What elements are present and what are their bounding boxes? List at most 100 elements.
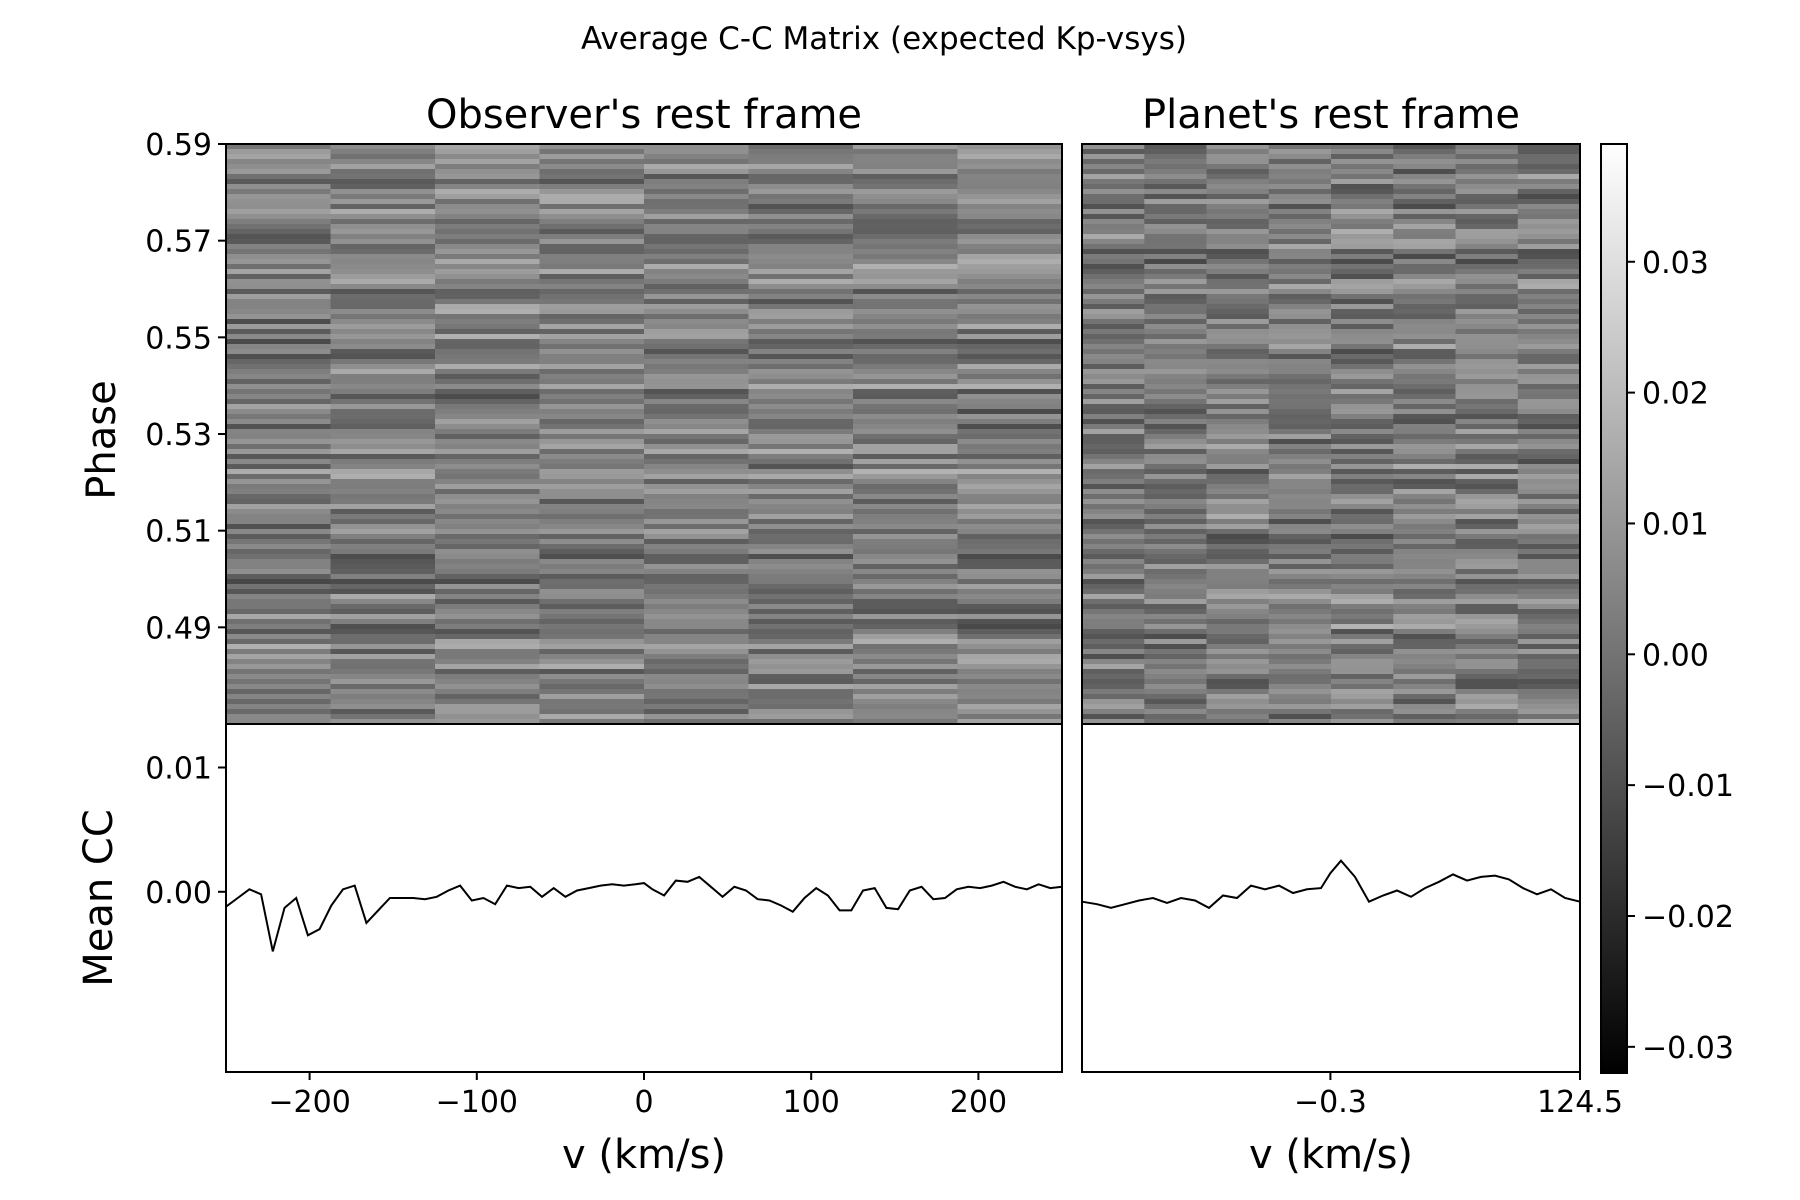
heatmap-cell <box>330 209 436 215</box>
heatmap-cell <box>227 424 332 430</box>
heatmap-cell <box>957 145 1062 150</box>
heatmap-cell <box>1393 674 1457 680</box>
heatmap-cell <box>330 619 436 625</box>
heatmap-cell <box>227 154 332 160</box>
heatmap-cell <box>1144 164 1208 170</box>
heatmap-cell <box>1393 169 1457 175</box>
heatmap-cell <box>853 569 959 575</box>
heatmap-cell <box>853 594 959 600</box>
heatmap-cell <box>853 409 959 415</box>
heatmap-cell <box>1083 389 1145 395</box>
heatmap-cell <box>748 145 854 150</box>
heatmap-cell <box>1083 539 1145 545</box>
heatmap-cell <box>539 554 645 560</box>
heatmap-cell <box>1206 634 1270 640</box>
heatmap-cell <box>1268 329 1332 335</box>
heatmap-cell <box>748 174 854 180</box>
heatmap-cell <box>227 569 332 575</box>
heatmap-cell <box>330 319 436 325</box>
heatmap-cell <box>1331 479 1394 485</box>
heatmap-cell <box>1331 664 1394 670</box>
heatmap-cell <box>748 604 854 610</box>
heatmap-cell <box>1144 674 1208 680</box>
heatmap-cell <box>853 439 959 445</box>
heatmap-cell <box>1206 159 1270 165</box>
heatmap-cell <box>853 509 959 515</box>
heatmap-cell <box>227 309 332 315</box>
heatmap-cell <box>957 709 1062 715</box>
heatmap-cell <box>227 654 332 660</box>
heatmap-cell <box>1206 429 1270 435</box>
heatmap-cell <box>1393 164 1457 170</box>
heatmap-cell <box>748 639 854 645</box>
heatmap-cell <box>1268 399 1332 405</box>
heatmap-cell <box>1206 599 1270 605</box>
heatmap-cell <box>644 414 750 420</box>
heatmap-cell <box>539 564 645 570</box>
heatmap-cell <box>1517 679 1580 685</box>
heatmap-cell <box>1455 704 1519 710</box>
heatmap-cell <box>1393 374 1457 380</box>
heatmap-cell <box>644 674 750 680</box>
heatmap-cell <box>227 354 332 360</box>
heatmap-cell <box>1393 444 1457 450</box>
heatmap-cell <box>539 414 645 420</box>
heatmap-cell <box>853 694 959 700</box>
observer-mean-cc-line <box>225 875 1063 952</box>
heatmap-cell <box>1144 439 1208 445</box>
heatmap-cell <box>227 374 332 380</box>
heatmap-cell <box>1331 714 1394 720</box>
heatmap-cell <box>1517 319 1580 325</box>
heatmap-cell <box>1393 364 1457 370</box>
heatmap-cell <box>1331 274 1394 280</box>
heatmap-cell <box>227 239 332 245</box>
heatmap-cell <box>1393 649 1457 655</box>
heatmap-cell <box>1268 289 1332 295</box>
heatmap-cell <box>330 549 436 555</box>
heatmap-cell <box>1268 279 1332 285</box>
heatmap-cell <box>435 399 541 405</box>
heatmap-cell <box>227 169 332 175</box>
heatmap-cell <box>1455 694 1519 700</box>
heatmap-cell <box>435 234 541 240</box>
heatmap-cell <box>748 379 854 385</box>
heatmap-cell <box>1206 519 1270 525</box>
heatmap-cell <box>330 164 436 170</box>
heatmap-cell <box>1393 309 1457 315</box>
heatmap-cell <box>330 484 436 490</box>
heatmap-cell <box>853 424 959 430</box>
heatmap-cell <box>1455 554 1519 560</box>
heatmap-cell <box>957 154 1062 160</box>
heatmap-cell <box>1393 449 1457 455</box>
heatmap-cell <box>1206 714 1270 720</box>
heatmap-cell <box>1268 154 1332 160</box>
heatmap-cell <box>853 204 959 210</box>
heatmap-cell <box>748 189 854 195</box>
heatmap-cell <box>748 149 854 155</box>
heatmap-cell <box>1331 159 1394 165</box>
heatmap-cell <box>748 314 854 320</box>
heatmap-cell <box>1268 619 1332 625</box>
heatmap-cell <box>539 229 645 235</box>
heatmap-cell <box>748 354 854 360</box>
heatmap-cell <box>1268 264 1332 270</box>
heatmap-cell <box>227 474 332 480</box>
heatmap-cell <box>330 604 436 610</box>
heatmap-cell <box>227 364 332 370</box>
heatmap-cell <box>435 564 541 570</box>
heatmap-cell <box>1144 369 1208 375</box>
heatmap-cell <box>1268 529 1332 535</box>
heatmap-cell <box>435 269 541 275</box>
heatmap-cell <box>227 714 332 720</box>
heatmap-cell <box>1393 379 1457 385</box>
heatmap-cell <box>539 369 645 375</box>
heatmap-cell <box>1083 599 1145 605</box>
heatmap-cell <box>644 369 750 375</box>
heatmap-cell <box>1455 599 1519 605</box>
heatmap-cell <box>1268 169 1332 175</box>
heatmap-cell <box>644 539 750 545</box>
heatmap-cell <box>539 489 645 495</box>
heatmap-cell <box>644 389 750 395</box>
heatmap-cell <box>1083 424 1145 430</box>
heatmap-cell <box>853 394 959 400</box>
